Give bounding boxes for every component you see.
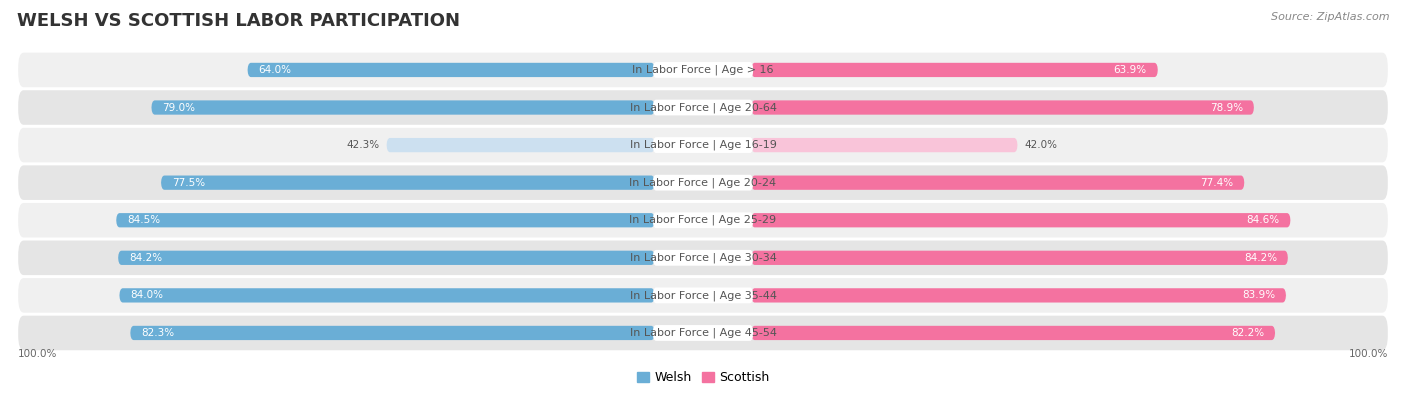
FancyBboxPatch shape — [652, 62, 754, 78]
Text: 84.2%: 84.2% — [129, 253, 162, 263]
FancyBboxPatch shape — [751, 175, 1244, 190]
FancyBboxPatch shape — [118, 251, 655, 265]
Text: 84.6%: 84.6% — [1246, 215, 1279, 225]
Text: 84.2%: 84.2% — [1244, 253, 1277, 263]
FancyBboxPatch shape — [131, 326, 655, 340]
Text: 82.2%: 82.2% — [1232, 328, 1264, 338]
Text: 83.9%: 83.9% — [1241, 290, 1275, 300]
FancyBboxPatch shape — [247, 63, 655, 77]
FancyBboxPatch shape — [120, 288, 655, 303]
Text: 79.0%: 79.0% — [162, 103, 195, 113]
FancyBboxPatch shape — [751, 326, 1275, 340]
Text: 77.4%: 77.4% — [1201, 178, 1233, 188]
Text: In Labor Force | Age 16-19: In Labor Force | Age 16-19 — [630, 140, 776, 150]
FancyBboxPatch shape — [18, 203, 1388, 237]
Text: 100.0%: 100.0% — [1348, 349, 1388, 359]
Text: In Labor Force | Age 20-64: In Labor Force | Age 20-64 — [630, 102, 776, 113]
Text: In Labor Force | Age 25-29: In Labor Force | Age 25-29 — [630, 215, 776, 226]
FancyBboxPatch shape — [18, 90, 1388, 125]
Text: 42.0%: 42.0% — [1025, 140, 1057, 150]
FancyBboxPatch shape — [652, 137, 754, 153]
FancyBboxPatch shape — [18, 278, 1388, 313]
Text: 84.5%: 84.5% — [127, 215, 160, 225]
FancyBboxPatch shape — [652, 325, 754, 341]
FancyBboxPatch shape — [751, 100, 1254, 115]
Text: WELSH VS SCOTTISH LABOR PARTICIPATION: WELSH VS SCOTTISH LABOR PARTICIPATION — [17, 12, 460, 30]
FancyBboxPatch shape — [18, 241, 1388, 275]
FancyBboxPatch shape — [652, 213, 754, 228]
Text: 78.9%: 78.9% — [1209, 103, 1243, 113]
Text: In Labor Force | Age 20-24: In Labor Force | Age 20-24 — [630, 177, 776, 188]
FancyBboxPatch shape — [652, 100, 754, 115]
FancyBboxPatch shape — [18, 53, 1388, 87]
FancyBboxPatch shape — [751, 138, 1018, 152]
Text: 63.9%: 63.9% — [1114, 65, 1147, 75]
Text: 100.0%: 100.0% — [18, 349, 58, 359]
Legend: Welsh, Scottish: Welsh, Scottish — [631, 366, 775, 389]
FancyBboxPatch shape — [751, 63, 1159, 77]
FancyBboxPatch shape — [652, 250, 754, 266]
FancyBboxPatch shape — [652, 175, 754, 190]
Text: 82.3%: 82.3% — [141, 328, 174, 338]
Text: In Labor Force | Age 30-34: In Labor Force | Age 30-34 — [630, 252, 776, 263]
Text: 77.5%: 77.5% — [172, 178, 205, 188]
Text: 42.3%: 42.3% — [346, 140, 380, 150]
Text: In Labor Force | Age 45-54: In Labor Force | Age 45-54 — [630, 328, 776, 338]
FancyBboxPatch shape — [751, 213, 1291, 228]
Text: 64.0%: 64.0% — [259, 65, 291, 75]
Text: 84.0%: 84.0% — [131, 290, 163, 300]
FancyBboxPatch shape — [387, 138, 655, 152]
Text: In Labor Force | Age > 16: In Labor Force | Age > 16 — [633, 65, 773, 75]
FancyBboxPatch shape — [751, 288, 1286, 303]
FancyBboxPatch shape — [18, 128, 1388, 162]
FancyBboxPatch shape — [117, 213, 655, 228]
Text: Source: ZipAtlas.com: Source: ZipAtlas.com — [1271, 12, 1389, 22]
FancyBboxPatch shape — [160, 175, 655, 190]
FancyBboxPatch shape — [18, 166, 1388, 200]
Text: In Labor Force | Age 35-44: In Labor Force | Age 35-44 — [630, 290, 776, 301]
FancyBboxPatch shape — [751, 251, 1288, 265]
FancyBboxPatch shape — [652, 288, 754, 303]
FancyBboxPatch shape — [152, 100, 655, 115]
FancyBboxPatch shape — [18, 316, 1388, 350]
